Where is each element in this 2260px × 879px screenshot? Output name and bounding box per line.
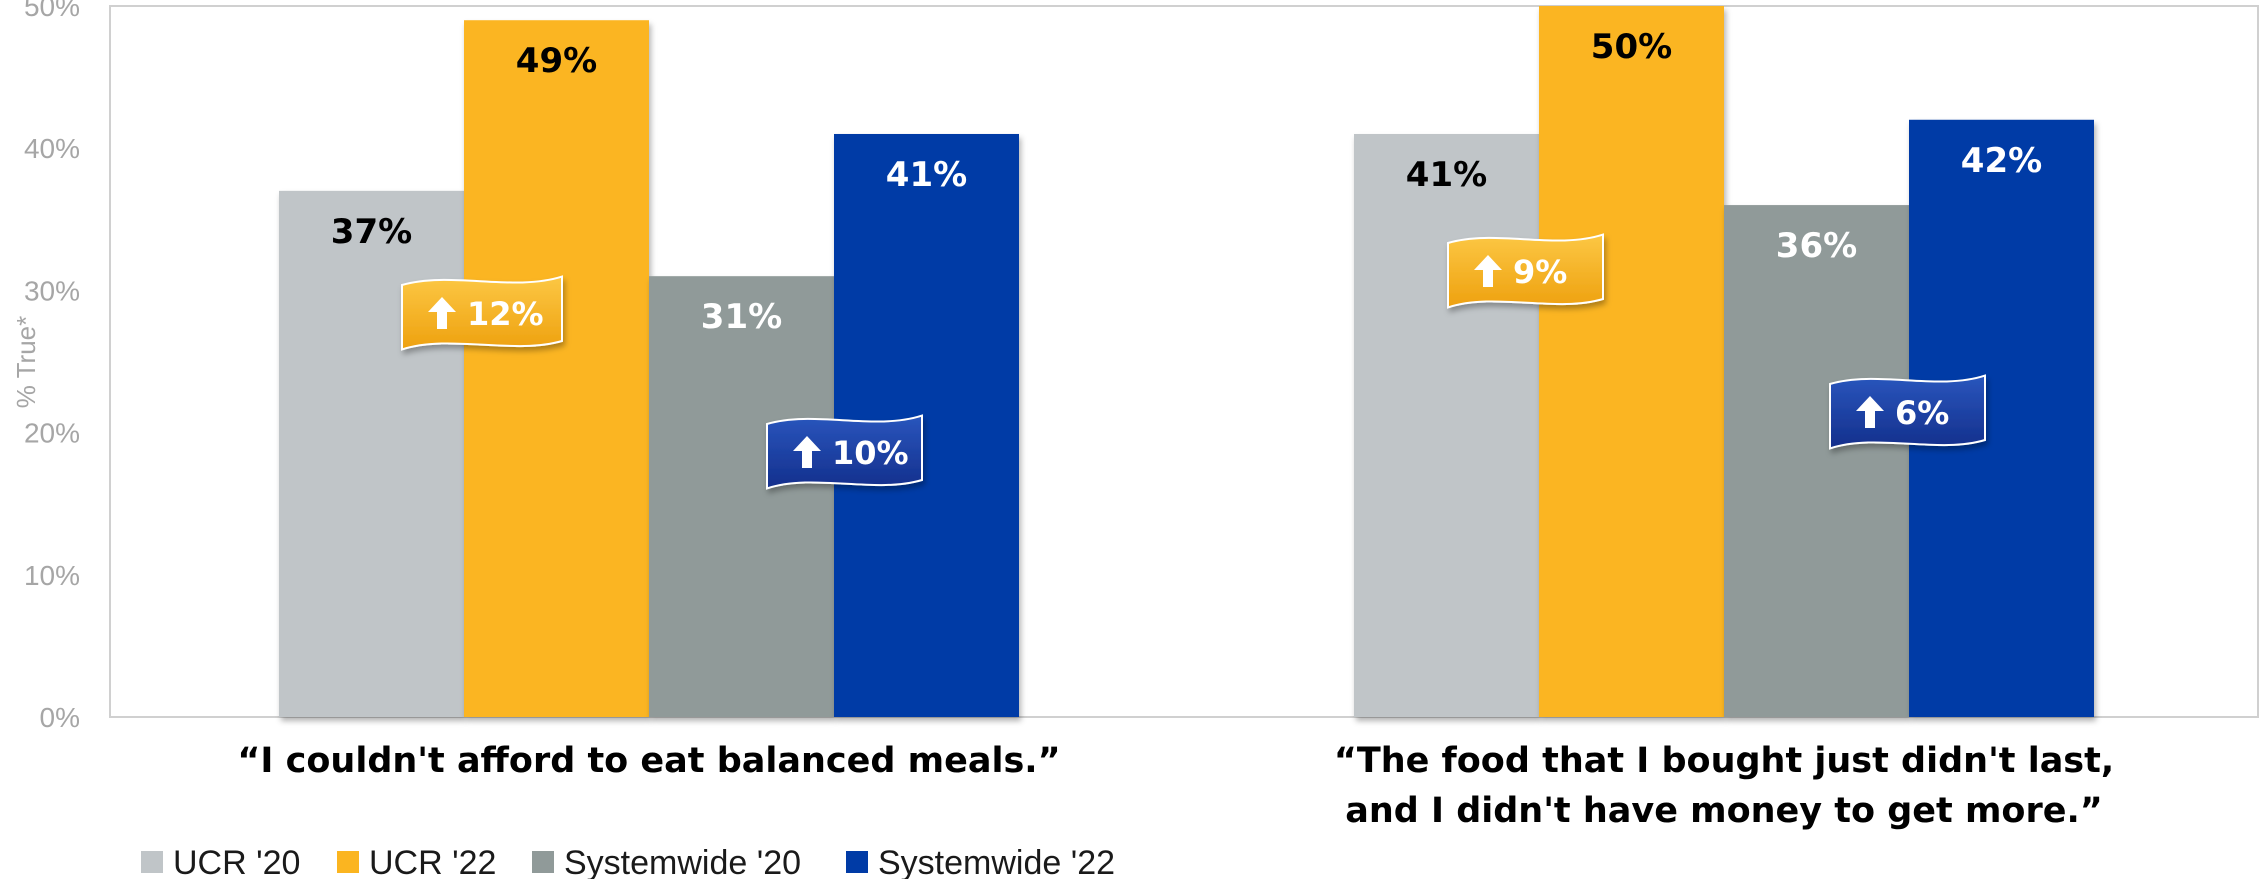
data-label: 49% (516, 41, 597, 81)
data-label: 42% (1961, 141, 2042, 181)
y-tick-label: 20% (24, 418, 80, 449)
flag-shape (766, 414, 923, 490)
data-label: 41% (886, 155, 967, 195)
plot-area-border (109, 5, 2259, 718)
legend-label: Systemwide '22 (878, 844, 1115, 879)
legend-label: UCR '20 (173, 844, 300, 879)
bar-ucr-22-cat0 (464, 20, 649, 718)
category-label: “The food that I bought just didn't last… (1334, 741, 2114, 781)
change-flag: 6% (1829, 374, 1986, 450)
legend-swatch (141, 851, 163, 873)
change-value: 6% (1895, 394, 1949, 432)
bars (279, 6, 2094, 718)
change-flag: 9% (1447, 233, 1604, 309)
legend-swatch (532, 851, 554, 873)
change-value: 9% (1513, 253, 1567, 291)
change-flag: 12% (401, 275, 563, 351)
change-value: 10% (832, 434, 909, 472)
y-axis-label: % True* (11, 316, 41, 409)
data-labels: 37% 41% 49% 50% 31% 36% 41% 42% (331, 27, 2042, 337)
bar-systemwide-20-cat1 (1724, 205, 1909, 717)
category-label: “I couldn't afford to eat balanced meals… (237, 741, 1060, 781)
bar-ucr-22-cat1 (1539, 6, 1724, 717)
change-flag: 10% (766, 414, 923, 490)
legend-label: Systemwide '20 (564, 844, 801, 879)
y-tick-label: 0% (40, 702, 80, 733)
legend-swatch (846, 851, 868, 873)
data-label: 37% (331, 212, 412, 252)
legend-swatch (337, 851, 359, 873)
legend: UCR '20 UCR '22 Systemwide '20 Systemwide '… (141, 844, 1115, 879)
flag-shape (1447, 233, 1604, 309)
flag-shape (1829, 374, 1986, 450)
data-label: 50% (1591, 27, 1672, 67)
y-axis: 0% 10% 20% 30% 40% 50% (24, 0, 80, 733)
data-label: 41% (1406, 155, 1487, 195)
arrow-up-icon (793, 436, 821, 468)
y-tick-label: 40% (24, 133, 80, 164)
arrow-up-icon (1856, 396, 1884, 428)
data-label: 31% (701, 297, 782, 337)
y-tick-label: 30% (24, 275, 80, 306)
category-label: and I didn't have money to get more.” (1345, 791, 2103, 831)
category-labels: “I couldn't afford to eat balanced meals… (237, 741, 2114, 831)
y-tick-label: 50% (24, 0, 80, 22)
data-label: 36% (1776, 226, 1857, 266)
y-tick-label: 10% (24, 560, 80, 591)
bar-ucr-20-cat1 (1354, 133, 1539, 718)
flag-shape (401, 275, 563, 351)
change-value: 12% (467, 295, 544, 333)
bar-ucr-20-cat0 (279, 190, 464, 718)
bar-systemwide-20-cat0 (649, 276, 834, 717)
arrow-up-icon (428, 297, 456, 329)
change-annotations: 12% 10% 9% 6% (401, 233, 1986, 490)
arrow-up-icon (1474, 255, 1502, 287)
legend-label: UCR '22 (369, 844, 496, 879)
